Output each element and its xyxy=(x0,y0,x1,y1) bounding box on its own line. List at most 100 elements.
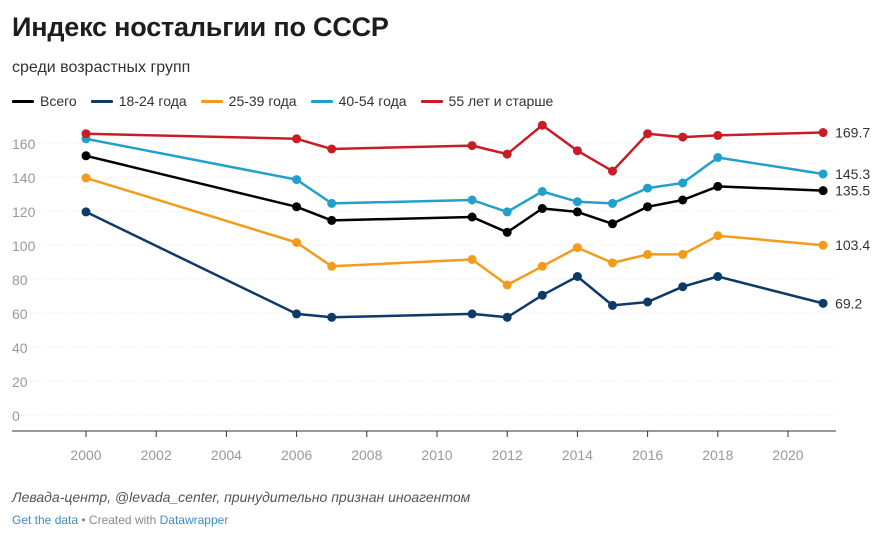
series-line xyxy=(85,137,824,214)
data-point xyxy=(608,166,617,176)
chart-subtitle: среди возрастных групп xyxy=(12,59,191,76)
data-point xyxy=(537,120,547,130)
data-point xyxy=(467,309,477,319)
legend-item: 18-24 года xyxy=(90,93,187,109)
legend-label: Всего xyxy=(40,93,77,109)
data-point xyxy=(643,202,653,212)
x-tick-label: 2002 xyxy=(141,447,172,463)
y-tick-label: 100 xyxy=(12,238,36,254)
data-point xyxy=(327,312,337,322)
end-value-label: 169.7 xyxy=(835,125,870,141)
data-point xyxy=(292,202,302,212)
x-tick-label: 2020 xyxy=(772,447,803,463)
legend-label: 55 лет и старше xyxy=(448,93,554,109)
y-tick-label: 20 xyxy=(12,374,28,390)
end-value-label: 69.2 xyxy=(835,295,862,311)
data-point xyxy=(502,207,512,217)
legend-item: 25-39 года xyxy=(200,93,297,109)
data-point xyxy=(678,282,688,292)
legend-swatch xyxy=(90,99,113,103)
y-tick-label: 160 xyxy=(12,136,36,152)
data-point xyxy=(818,298,828,308)
data-point xyxy=(467,195,477,205)
data-point xyxy=(81,207,91,217)
x-tick-label: 2010 xyxy=(421,447,452,463)
data-point xyxy=(292,175,302,185)
data-point xyxy=(572,207,582,217)
x-tick-label: 2016 xyxy=(632,447,663,463)
data-point xyxy=(81,129,91,139)
data-point xyxy=(818,128,828,138)
data-point xyxy=(608,219,617,229)
legend-label: 18-24 года xyxy=(118,93,187,109)
data-point xyxy=(292,238,302,247)
data-point xyxy=(713,231,723,241)
legend-swatch xyxy=(12,99,34,103)
data-point xyxy=(678,178,688,188)
x-tick-label: 2004 xyxy=(211,447,242,463)
series-line xyxy=(85,154,824,234)
series-line xyxy=(85,176,824,287)
data-point xyxy=(537,187,547,196)
y-tick-label: 40 xyxy=(12,340,28,356)
data-point xyxy=(327,215,337,225)
data-point xyxy=(818,240,828,250)
end-value-label: 103.4 xyxy=(835,237,870,253)
data-point xyxy=(678,132,688,142)
series-line xyxy=(85,210,824,319)
chart-title: Индекс ностальгии по СССР xyxy=(12,12,389,42)
data-point xyxy=(818,186,828,196)
data-point xyxy=(643,249,653,259)
data-point xyxy=(81,173,91,183)
data-point xyxy=(608,198,617,208)
data-point xyxy=(818,169,828,179)
data-point xyxy=(327,198,337,208)
legend-swatch xyxy=(420,99,443,103)
legend-swatch xyxy=(310,99,333,103)
data-point xyxy=(81,151,91,161)
y-tick-label: 140 xyxy=(12,170,36,186)
data-point xyxy=(327,144,337,154)
y-tick-label: 120 xyxy=(12,204,36,220)
y-tick-label: 60 xyxy=(12,306,28,322)
data-point xyxy=(572,146,582,156)
footer: Get the data • Created with Datawrapper xyxy=(12,513,228,527)
legend: Всего 18-24 года 25-39 года 40-54 года 55 ле… xyxy=(12,93,553,109)
series-line xyxy=(85,123,824,173)
y-tick-label: 80 xyxy=(12,272,28,288)
data-point xyxy=(292,134,302,144)
data-point xyxy=(502,149,512,159)
data-point xyxy=(713,130,723,140)
legend-item: 40-54 года xyxy=(310,93,407,109)
data-point xyxy=(467,141,477,151)
data-point xyxy=(292,309,302,319)
data-point xyxy=(502,312,512,322)
x-tick-label: 2018 xyxy=(702,447,733,463)
data-point xyxy=(572,243,582,253)
footer-separator: • Created with xyxy=(78,513,160,527)
data-point xyxy=(678,195,688,205)
data-point xyxy=(502,280,512,290)
datawrapper-link[interactable]: Datawrapper xyxy=(159,513,229,527)
data-point xyxy=(678,249,688,259)
data-point xyxy=(467,255,477,264)
legend-label: 25-39 года xyxy=(228,93,297,109)
data-point xyxy=(608,300,617,310)
y-tick-label: 0 xyxy=(12,408,20,424)
data-point xyxy=(327,261,337,271)
data-point xyxy=(643,297,653,307)
data-point xyxy=(572,197,582,207)
data-point xyxy=(502,227,512,237)
x-tick-label: 2014 xyxy=(562,447,593,463)
data-point xyxy=(643,129,653,139)
end-value-label: 145.3 xyxy=(835,166,870,182)
x-tick-label: 2000 xyxy=(70,447,101,463)
legend-item: Всего xyxy=(12,93,77,109)
data-point xyxy=(537,290,547,300)
get-the-data-link[interactable]: Get the data xyxy=(12,513,79,527)
x-tick-label: 2006 xyxy=(281,447,312,463)
data-point xyxy=(713,181,723,191)
data-point xyxy=(713,272,723,281)
source-note: Левада-центр, @levada_center, принудител… xyxy=(12,489,471,505)
